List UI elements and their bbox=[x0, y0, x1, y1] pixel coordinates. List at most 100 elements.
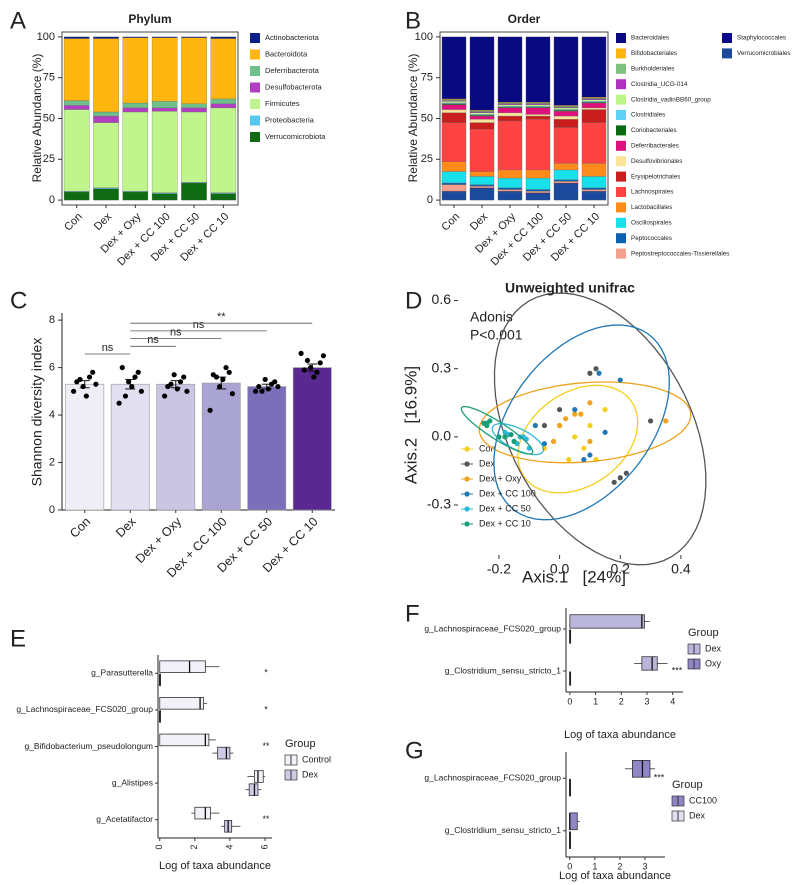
data-point bbox=[226, 369, 232, 375]
box bbox=[569, 812, 578, 831]
data-point bbox=[132, 374, 138, 380]
legend-label: Peptococcales bbox=[631, 235, 672, 242]
significance-label: * bbox=[264, 704, 268, 714]
bar-segment bbox=[497, 115, 523, 122]
data-point bbox=[581, 456, 587, 463]
legend-marker bbox=[464, 491, 470, 497]
box bbox=[248, 783, 259, 796]
data-point bbox=[74, 379, 80, 385]
bar-segment bbox=[581, 36, 607, 98]
y-tick-label: 0 bbox=[49, 504, 55, 516]
bar-segment bbox=[497, 107, 523, 113]
legend-swatch bbox=[616, 140, 626, 151]
data-point bbox=[596, 370, 602, 376]
significance-label: ns bbox=[147, 334, 159, 346]
bar-segment bbox=[497, 120, 523, 171]
taxon-label: g_Bifidobacterium_pseudolongum bbox=[24, 741, 153, 751]
bar-segment bbox=[581, 102, 607, 109]
data-point bbox=[317, 360, 323, 366]
bar-segment bbox=[441, 182, 467, 185]
x-tick-label: 3 bbox=[644, 696, 649, 706]
data-point bbox=[314, 369, 320, 375]
data-point bbox=[71, 388, 77, 394]
x-tick-label: 3 bbox=[642, 861, 647, 871]
legend-label: Dex + CC 50 bbox=[479, 503, 531, 513]
significance-label: ns bbox=[170, 327, 182, 339]
data-point bbox=[207, 407, 213, 413]
annotation: Adonis bbox=[470, 309, 513, 325]
bar-segment bbox=[181, 36, 207, 38]
bar-segment bbox=[151, 101, 178, 109]
x-tick-label: 2 bbox=[619, 696, 624, 706]
legend-marker bbox=[464, 521, 470, 527]
bar-segment bbox=[93, 188, 119, 201]
bar-segment bbox=[210, 38, 237, 100]
data-point bbox=[647, 418, 654, 424]
chart-title: Order bbox=[508, 12, 541, 26]
legend-label: Con bbox=[479, 443, 496, 453]
data-point bbox=[623, 470, 629, 476]
data-point bbox=[556, 422, 563, 429]
bar bbox=[156, 383, 196, 511]
data-point bbox=[541, 422, 548, 429]
x-axis-label: Axis.1 [24%] bbox=[522, 567, 626, 586]
data-point bbox=[572, 434, 578, 440]
bar-segment bbox=[441, 171, 467, 184]
bar-segment bbox=[525, 169, 551, 179]
box bbox=[159, 697, 204, 710]
taxon-label: g_Clostridium_sensu_stricto_1 bbox=[445, 665, 561, 675]
taxon-label: g_Acetatifactor bbox=[96, 814, 153, 824]
bar-segment bbox=[525, 189, 551, 192]
bar-segment bbox=[581, 109, 607, 123]
x-tick-label: 0.0 bbox=[550, 561, 570, 577]
x-tick-label: Dex bbox=[113, 514, 139, 540]
x-tick-label: 2 bbox=[189, 844, 199, 849]
box bbox=[632, 760, 651, 778]
legend-label: Control bbox=[302, 754, 331, 764]
bar-segment bbox=[525, 107, 551, 115]
data-point bbox=[578, 411, 584, 417]
bar bbox=[292, 367, 332, 511]
y-axis-label: Relative Abundance (%) bbox=[30, 54, 44, 183]
legend-label: Clostridia_vadinBB60_group bbox=[631, 96, 711, 103]
bar-segment bbox=[469, 128, 495, 172]
data-point bbox=[171, 372, 177, 378]
bar-segment bbox=[553, 107, 579, 110]
y-axis-label: Shannon diversity index bbox=[29, 338, 45, 487]
bar-segment bbox=[441, 109, 467, 113]
bar-segment bbox=[441, 191, 467, 201]
x-tick-label: 4 bbox=[670, 696, 675, 706]
legend-swatch bbox=[250, 49, 260, 60]
bar-segment bbox=[581, 107, 607, 110]
data-point bbox=[304, 357, 311, 364]
legend-swatch bbox=[616, 63, 626, 74]
bar-segment bbox=[497, 189, 523, 192]
y-tick-label: 8 bbox=[49, 314, 55, 326]
data-point bbox=[80, 383, 86, 390]
legend-label: Oscillospirales bbox=[631, 219, 672, 226]
legend-marker bbox=[464, 506, 470, 512]
x-tick-label: 0.4 bbox=[671, 561, 691, 577]
panel-letter: G bbox=[405, 737, 424, 764]
data-point bbox=[165, 383, 171, 390]
bar-segment bbox=[181, 37, 207, 104]
x-tick-label: Dex bbox=[468, 210, 491, 233]
y-tick-label: 75 bbox=[43, 72, 55, 84]
data-point bbox=[308, 364, 314, 371]
data-point bbox=[129, 383, 135, 390]
legend-label: Verrucomicrobiales bbox=[737, 50, 791, 57]
legend-label: Actinobacteriota bbox=[265, 33, 320, 42]
data-point bbox=[210, 372, 216, 378]
legend-swatch bbox=[616, 79, 626, 90]
legend-swatch bbox=[250, 33, 260, 43]
confidence-ellipse bbox=[478, 381, 692, 464]
x-tick-label: 0 bbox=[567, 861, 572, 871]
bar-segment bbox=[497, 36, 523, 103]
legend-label: Bacteroidales bbox=[631, 35, 669, 42]
y-tick-label: -0.3 bbox=[427, 496, 451, 512]
bar bbox=[247, 386, 287, 511]
data-point bbox=[602, 406, 608, 413]
y-tick-label: 2 bbox=[49, 456, 55, 468]
legend-label: Clostridiales bbox=[631, 112, 665, 119]
data-point bbox=[174, 386, 180, 392]
